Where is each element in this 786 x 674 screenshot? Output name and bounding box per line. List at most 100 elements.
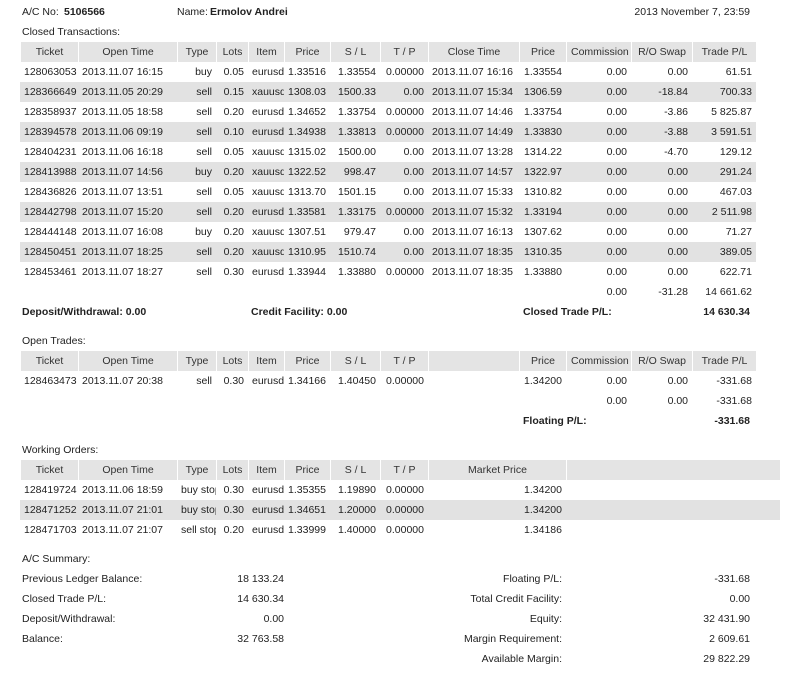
- cell: 1310.82: [524, 186, 562, 198]
- column-header: Trade P/L: [692, 351, 756, 371]
- cell: 1501.15: [338, 186, 376, 198]
- cell: 128419724: [24, 484, 77, 496]
- cell: 0.00: [606, 66, 627, 78]
- cell: 1310.35: [524, 246, 562, 258]
- cell: 128358937: [24, 106, 77, 118]
- cell: 1.33880: [524, 266, 562, 278]
- cell: 2013.11.07 15:34: [432, 86, 513, 98]
- cell: 128413988: [24, 166, 77, 178]
- cell: 1.33880: [338, 266, 376, 278]
- cell: 389.05: [719, 246, 752, 258]
- cell: 2013.11.07 13:51: [82, 186, 163, 198]
- column-header: S / L: [330, 351, 380, 371]
- cell: 1315.02: [288, 146, 326, 158]
- column-header: Open Time: [78, 42, 177, 62]
- cell: 1310.95: [288, 246, 326, 258]
- cell: -3.88: [664, 126, 688, 138]
- column-header: Price: [284, 351, 330, 371]
- summary-value: 29 822.29: [703, 653, 750, 665]
- cell: 0.30: [223, 484, 244, 496]
- row-shade: [20, 500, 780, 520]
- cell: xauusd: [252, 226, 284, 238]
- cell: buy: [195, 66, 212, 78]
- cell: 0.00000: [386, 66, 424, 78]
- cell: 0.00: [667, 246, 688, 258]
- cell: 1.20000: [338, 504, 376, 516]
- cell: sell: [196, 106, 212, 118]
- cell: 0.00000: [386, 504, 424, 516]
- summary-label: Previous Ledger Balance:: [22, 573, 143, 585]
- cell: 2013.11.07 15:20: [82, 206, 163, 218]
- cell: 0.20: [223, 226, 244, 238]
- cell: 1.33754: [338, 106, 376, 118]
- column-header: Commission: [566, 42, 631, 62]
- cell: 0.00: [606, 146, 627, 158]
- cell: 1.34938: [288, 126, 326, 138]
- cell: eurusd: [252, 266, 284, 278]
- cell: 0.00000: [386, 375, 424, 387]
- column-header: Ticket: [20, 42, 78, 62]
- cell: 1313.70: [288, 186, 326, 198]
- column-header: Trade P/L: [692, 42, 756, 62]
- cell: 1322.52: [288, 166, 326, 178]
- cell: 291.24: [719, 166, 752, 178]
- cell: 1.33813: [338, 126, 376, 138]
- column-header: Ticket: [20, 351, 78, 371]
- row-shade: [20, 82, 756, 102]
- cell: xauusd: [252, 86, 284, 98]
- cell: 2013.11.07 18:25: [82, 246, 163, 258]
- cell: eurusd: [252, 106, 284, 118]
- cell: eurusd: [252, 206, 284, 218]
- column-header: T / P: [380, 351, 428, 371]
- cell: 0.20: [223, 166, 244, 178]
- total-cell: -31.28: [658, 286, 688, 298]
- cell: 0.10: [223, 126, 244, 138]
- cell: 1.34200: [524, 484, 562, 496]
- cell: 1.34651: [288, 504, 326, 516]
- cell: -4.70: [664, 146, 688, 158]
- cell: -331.68: [716, 375, 752, 387]
- cell: -18.84: [658, 86, 688, 98]
- cell: buy stop: [181, 504, 216, 516]
- column-header: Item: [248, 42, 284, 62]
- cell: xauusd: [252, 166, 284, 178]
- cell: 0.00: [667, 375, 688, 387]
- total-cell: 0.00: [667, 395, 688, 407]
- cell: 1307.62: [524, 226, 562, 238]
- cell: 1322.97: [524, 166, 562, 178]
- name: Ermolov Andrei: [210, 6, 288, 18]
- column-header: Ticket: [20, 460, 78, 480]
- cell: 0.30: [223, 375, 244, 387]
- summary-value: 32 763.58: [237, 633, 284, 645]
- cell: buy: [195, 226, 212, 238]
- cell: 128453461: [24, 266, 77, 278]
- cell: 128366649: [24, 86, 77, 98]
- column-header: Open Time: [78, 351, 177, 371]
- cell: 2013.11.07 16:08: [82, 226, 163, 238]
- cell: eurusd: [252, 126, 284, 138]
- cell: 1.34186: [524, 524, 562, 536]
- cell: 128463473: [24, 375, 77, 387]
- column-header: Close Time: [428, 42, 519, 62]
- cell: 1.33999: [288, 524, 326, 536]
- section-title: Closed Transactions:: [22, 26, 121, 38]
- cell: 128471252: [24, 504, 77, 516]
- cell: 2013.11.07 18:35: [432, 246, 513, 258]
- cell: 2013.11.05 18:58: [82, 106, 163, 118]
- cell: 1.35355: [288, 484, 326, 496]
- cell: 0.00: [403, 226, 424, 238]
- summary-value: 18 133.24: [237, 573, 284, 585]
- cell: 1.40450: [338, 375, 376, 387]
- cell: 5 825.87: [711, 106, 752, 118]
- cell: 0.00: [606, 206, 627, 218]
- report-date: 2013 November 7, 23:59: [634, 6, 750, 18]
- cell: sell: [196, 375, 212, 387]
- cell: 1.34200: [524, 504, 562, 516]
- cell: 0.00: [606, 266, 627, 278]
- cell: 129.12: [719, 146, 752, 158]
- column-header: Price: [284, 42, 330, 62]
- total-cell: -331.68: [716, 395, 752, 407]
- cell: 2013.11.07 14:56: [82, 166, 163, 178]
- cell: 2013.11.07 15:32: [432, 206, 513, 218]
